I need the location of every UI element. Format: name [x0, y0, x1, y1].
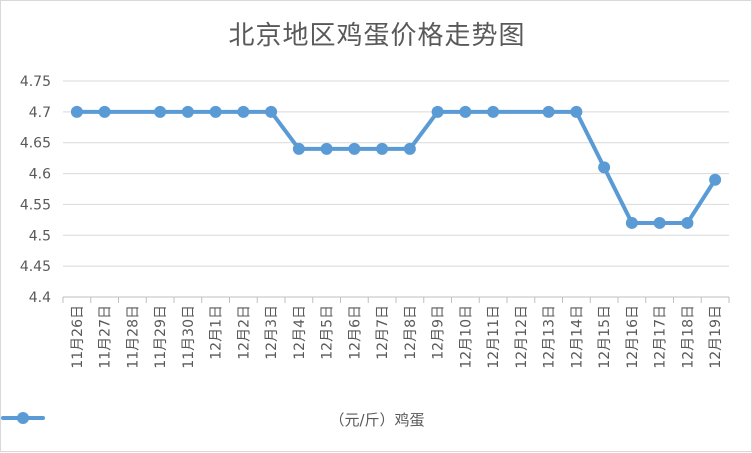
- x-tick-label: 12月11日: [486, 305, 502, 369]
- data-point: [209, 105, 222, 118]
- data-point: [181, 105, 194, 118]
- legend-label: （元/斤）鸡蛋: [329, 411, 425, 429]
- data-point: [237, 105, 250, 118]
- chart-title: 北京地区鸡蛋价格走势图: [228, 21, 526, 51]
- y-tick-label: 4.7: [29, 105, 51, 121]
- x-tick-label: 12月6日: [347, 305, 363, 360]
- data-point: [653, 216, 666, 229]
- y-tick-label: 4.75: [20, 74, 51, 90]
- data-point: [403, 142, 416, 155]
- data-point: [70, 105, 83, 118]
- data-point: [625, 216, 638, 229]
- x-tick-label: 12月13日: [542, 305, 558, 369]
- legend-marker-icon: [1, 412, 45, 424]
- y-tick-label: 4.45: [20, 259, 51, 275]
- data-point: [348, 142, 361, 155]
- x-tick-label: 12月7日: [375, 305, 391, 360]
- series-line: [74, 109, 718, 225]
- data-point: [98, 105, 111, 118]
- x-tick-label: 11月30日: [181, 305, 197, 369]
- data-point: [570, 105, 583, 118]
- data-point: [431, 105, 444, 118]
- data-point: [681, 216, 694, 229]
- x-tick-label: 12月9日: [431, 305, 447, 360]
- x-tick-label: 12月18日: [680, 305, 696, 369]
- y-tick-label: 4.6: [29, 167, 51, 183]
- x-tick-label: 12月1日: [209, 305, 225, 360]
- x-tick-label: 12月14日: [569, 305, 585, 369]
- data-point: [459, 105, 472, 118]
- y-tick-label: 4.4: [29, 290, 51, 306]
- x-tick-label: 12月8日: [403, 305, 419, 360]
- x-tick-label: 12月16日: [625, 305, 641, 369]
- data-point: [376, 142, 389, 155]
- data-point: [292, 142, 305, 155]
- y-tick-label: 4.65: [20, 136, 51, 152]
- x-tick-label: 11月27日: [98, 305, 114, 369]
- data-point: [598, 161, 611, 174]
- x-tick-label: 12月2日: [236, 305, 252, 360]
- data-point: [542, 105, 555, 118]
- data-point: [265, 105, 278, 118]
- x-tick-label: 12月19日: [708, 305, 724, 369]
- x-tick-label: 12月3日: [264, 305, 280, 360]
- x-tick-label: 11月26日: [70, 305, 86, 369]
- y-tick-label: 4.5: [29, 228, 51, 244]
- data-point: [709, 173, 722, 186]
- data-point: [154, 105, 167, 118]
- data-point: [487, 105, 500, 118]
- y-tick-label: 4.55: [20, 197, 51, 213]
- x-tick-label: 12月4日: [292, 305, 308, 360]
- x-tick-label: 12月15日: [597, 305, 613, 369]
- x-tick-label: 12月5日: [320, 305, 336, 360]
- data-point: [320, 142, 333, 155]
- x-tick-label: 12月10日: [458, 305, 474, 369]
- x-tick-label: 11月28日: [125, 305, 141, 369]
- x-tick-label: 11月29日: [153, 305, 169, 369]
- x-tick-label: 12月12日: [514, 305, 530, 369]
- x-tick-label: 12月17日: [653, 305, 669, 369]
- legend: （元/斤）鸡蛋: [1, 409, 752, 430]
